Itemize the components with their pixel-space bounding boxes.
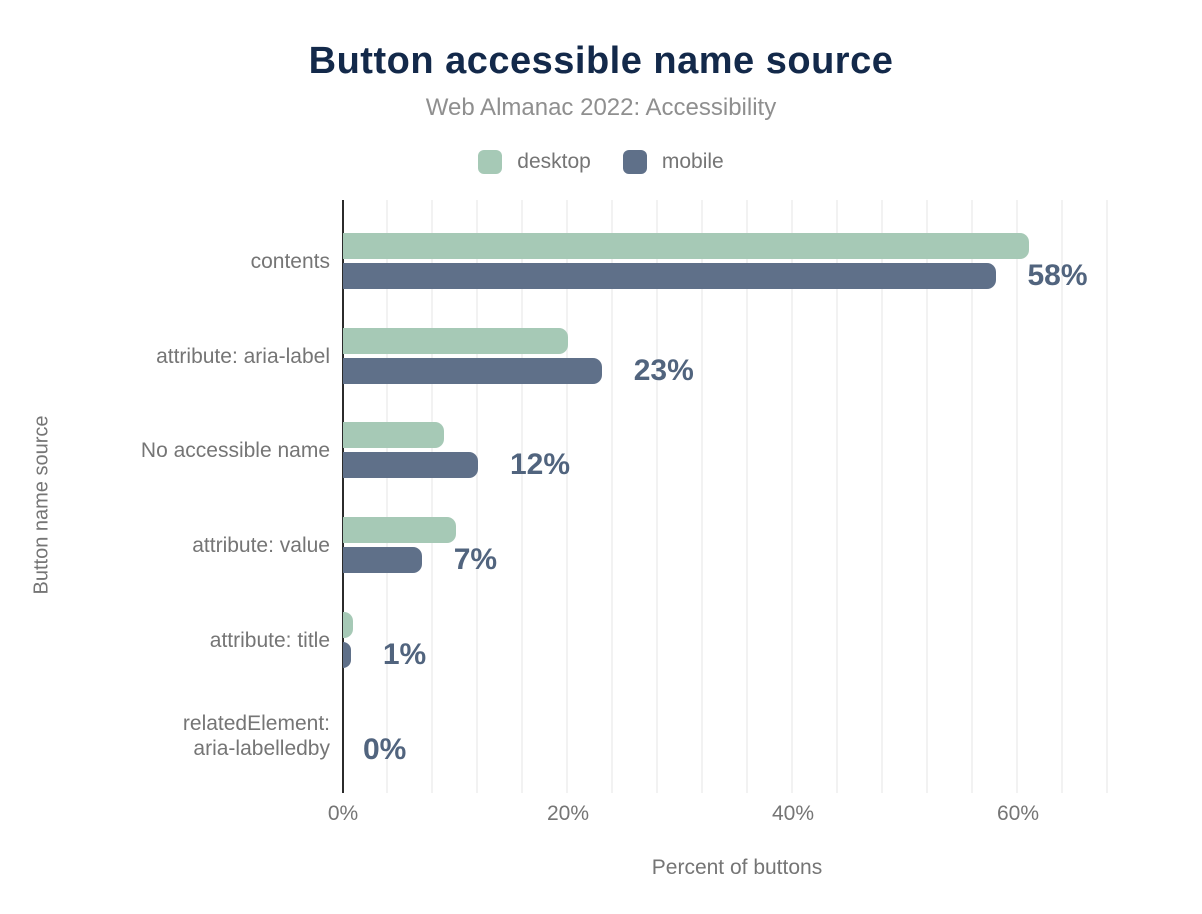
category-label: attribute: value <box>192 534 330 557</box>
category-label: contents <box>250 250 330 273</box>
x-tick-label: 60% <box>996 802 1040 825</box>
category-label: No accessible name <box>140 439 330 462</box>
data-label: 58% <box>1027 259 1088 292</box>
bar-desktop <box>343 517 456 543</box>
chart-title: Button accessible name source <box>308 40 894 82</box>
x-tick-labels: 0% 20% 40% 60% <box>328 802 1131 828</box>
bar-desktop <box>343 233 1030 259</box>
bar-desktop <box>343 612 354 638</box>
legend: desktop mobile <box>0 150 1202 174</box>
bar-mobile <box>343 358 602 384</box>
plot-area: 58% 23% 12% 7% 1% 0% <box>343 200 1131 793</box>
x-axis-title: Percent of buttons <box>651 856 823 879</box>
category-labels: contents attribute: aria-label No accessib… <box>0 200 330 793</box>
legend-label-mobile: mobile <box>661 150 724 173</box>
chart-subtitle: Web Almanac 2022: Accessibility <box>425 94 777 121</box>
bar-desktop <box>343 422 445 448</box>
legend-item-desktop: desktop <box>478 150 591 174</box>
mobile-swatch-icon <box>622 150 647 174</box>
bar-mobile <box>343 547 422 573</box>
data-label: 1% <box>382 638 427 671</box>
bar-mobile <box>343 452 478 478</box>
x-tick-label: 40% <box>771 802 815 825</box>
category-label: attribute: title <box>209 629 330 652</box>
legend-label-desktop: desktop <box>517 150 591 173</box>
desktop-swatch-icon <box>478 150 503 174</box>
x-tick-label: 0% <box>327 802 359 825</box>
category-label: relatedElement: aria-labelledby <box>182 711 330 760</box>
data-label: 7% <box>453 543 498 576</box>
legend-item-mobile: mobile <box>622 150 724 174</box>
data-label: 12% <box>510 448 571 481</box>
bar-mobile <box>343 263 996 289</box>
x-tick-label: 20% <box>546 802 590 825</box>
category-label: attribute: aria-label <box>156 345 330 368</box>
data-label: 0% <box>363 733 407 766</box>
bar-desktop <box>343 328 568 354</box>
bar-mobile <box>343 642 351 668</box>
data-label: 23% <box>633 354 694 387</box>
